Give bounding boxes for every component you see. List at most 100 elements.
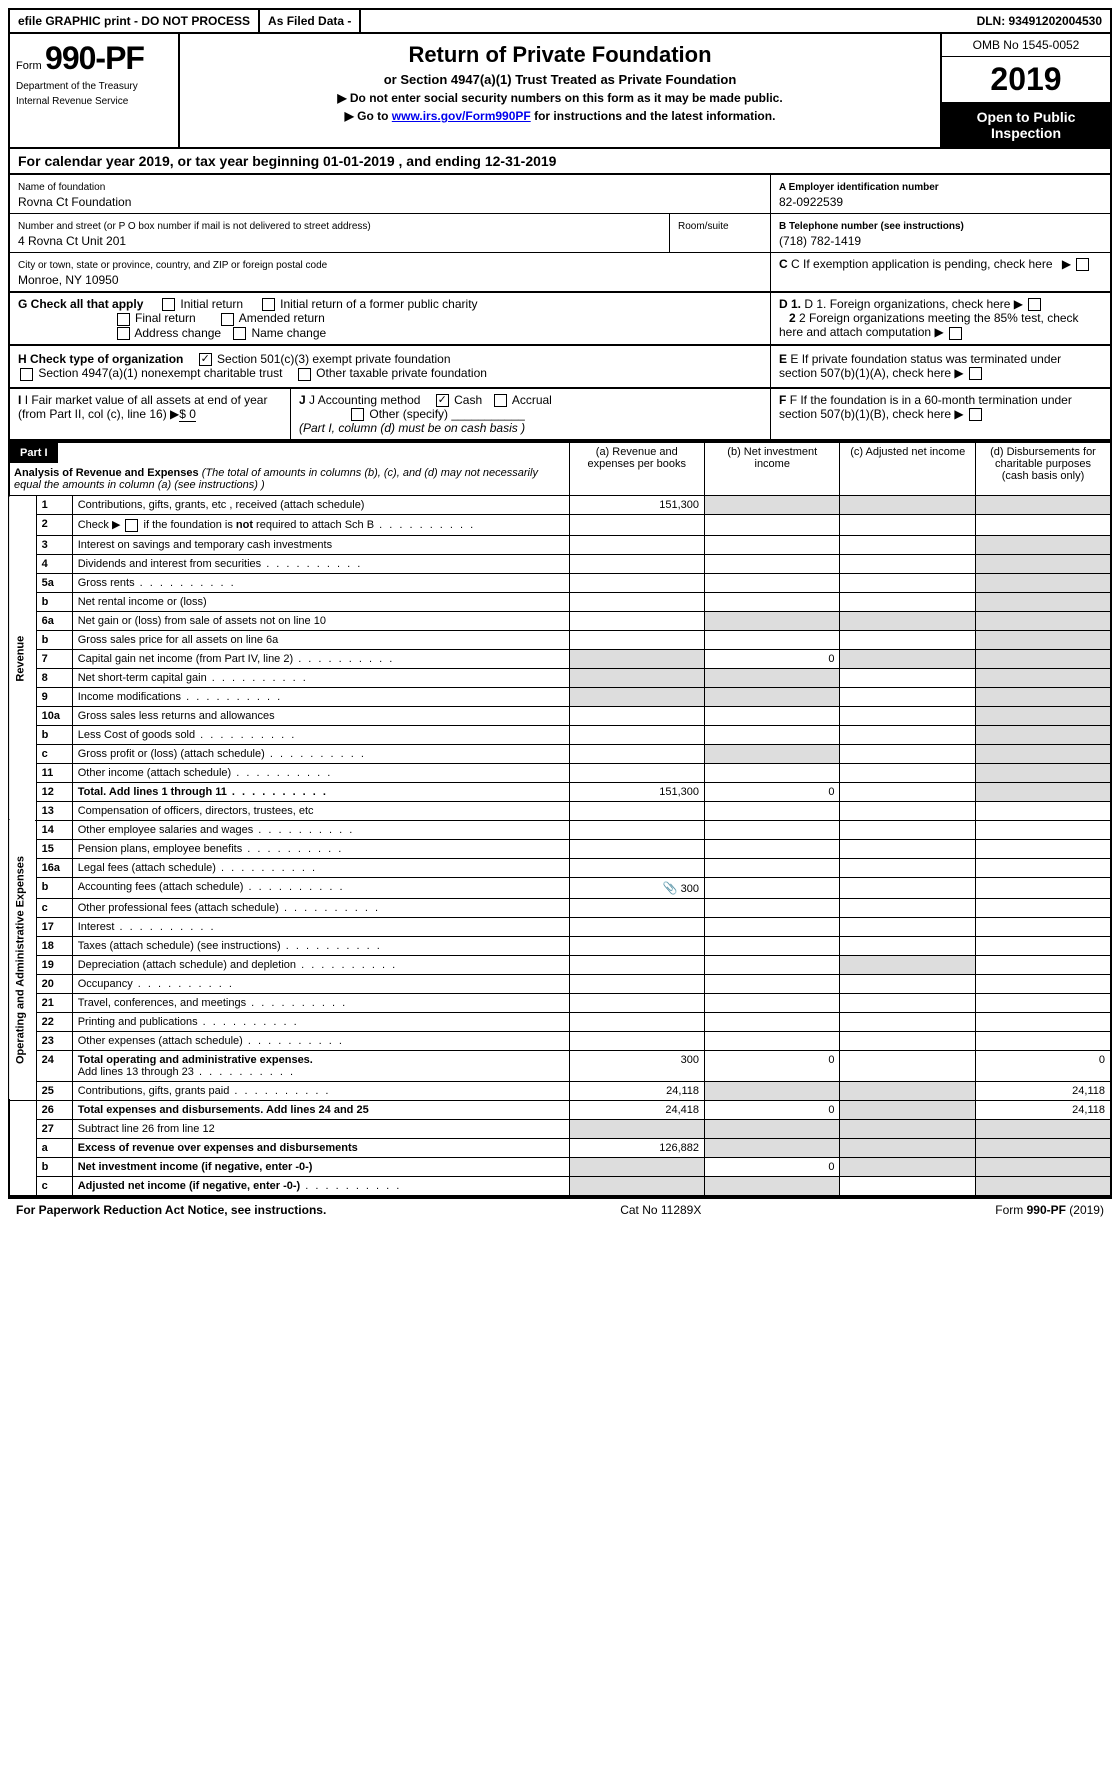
final-checkbox[interactable] <box>117 313 130 326</box>
tel-label: B Telephone number (see instructions) <box>779 221 964 232</box>
h501-checkbox[interactable]: ✓ <box>199 353 212 366</box>
table-row: Revenue 1 Contributions, gifts, grants, … <box>9 496 1111 515</box>
room-label: Room/suite <box>678 221 729 232</box>
table-row: 22Printing and publications <box>9 1012 1111 1031</box>
g-section: G Check all that apply Initial return In… <box>10 293 770 344</box>
table-row: bNet rental income or (loss) <box>9 592 1111 611</box>
table-row: 25Contributions, gifts, grants paid24,11… <box>9 1081 1111 1100</box>
table-row: 5aGross rents <box>9 573 1111 592</box>
d2-checkbox[interactable] <box>949 327 962 340</box>
table-row: bAccounting fees (attach schedule)📎 300 <box>9 877 1111 898</box>
schb-checkbox[interactable] <box>125 519 138 532</box>
other-checkbox[interactable] <box>351 408 364 421</box>
irs-link[interactable]: www.irs.gov/Form990PF <box>392 109 531 123</box>
top-bar: efile GRAPHIC print - DO NOT PROCESS As … <box>8 8 1112 34</box>
table-row: 6aNet gain or (loss) from sale of assets… <box>9 611 1111 630</box>
tel-row: B Telephone number (see instructions) (7… <box>771 214 1110 253</box>
f-checkbox[interactable] <box>969 408 982 421</box>
part-label: Part I <box>10 443 58 463</box>
header-right: OMB No 1545-0052 2019 Open to Public Ins… <box>940 34 1110 147</box>
table-row: 2 Check ▶ if the foundation is not requi… <box>9 515 1111 536</box>
h-section: H Check type of organization ✓ Section 5… <box>8 346 1112 389</box>
cash-checkbox[interactable]: ✓ <box>436 394 449 407</box>
c-checkbox[interactable] <box>1076 258 1089 271</box>
header-notice1: ▶ Do not enter social security numbers o… <box>188 91 932 105</box>
expenses-label: Operating and Administrative Expenses <box>9 820 36 1100</box>
e-checkbox[interactable] <box>969 367 982 380</box>
attach-icon[interactable]: 📎 <box>663 881 678 895</box>
header-section: Form 990-PF Department of the Treasury I… <box>8 34 1112 149</box>
table-row: 7Capital gain net income (from Part IV, … <box>9 649 1111 668</box>
room-cell: Room/suite <box>670 214 770 252</box>
calendar-year-row: For calendar year 2019, or tax year begi… <box>8 149 1112 175</box>
table-row: 19Depreciation (attach schedule) and dep… <box>9 955 1111 974</box>
g-d-section: G Check all that apply Initial return In… <box>8 293 1112 346</box>
name-label: Name of foundation <box>18 182 105 193</box>
address-row: Number and street (or P O box number if … <box>10 214 770 253</box>
part1-table: Part I Analysis of Revenue and Expenses … <box>8 441 1112 1197</box>
table-row: 15Pension plans, employee benefits <box>9 839 1111 858</box>
form-number: 990-PF <box>45 40 144 76</box>
i-cell: I I Fair market value of all assets at e… <box>10 389 290 440</box>
table-row: aExcess of revenue over expenses and dis… <box>9 1138 1111 1157</box>
col-c-header: (c) Adjusted net income <box>840 442 975 496</box>
h-label: H Check type of organization <box>18 352 183 366</box>
table-row: 26Total expenses and disbursements. Add … <box>9 1100 1111 1119</box>
table-row: 8Net short-term capital gain <box>9 668 1111 687</box>
e-row: E E If private foundation status was ter… <box>770 346 1110 387</box>
dept-label: Department of the Treasury <box>16 81 172 92</box>
omb-label: OMB No 1545-0052 <box>942 34 1110 57</box>
f-cell: F F If the foundation is in a 60-month t… <box>770 389 1110 440</box>
address-cell: Number and street (or P O box number if … <box>10 214 670 252</box>
efile-label: efile GRAPHIC print - DO NOT PROCESS <box>10 10 260 32</box>
g-label: G Check all that apply <box>18 297 143 311</box>
table-row: Operating and Administrative Expenses 14… <box>9 820 1111 839</box>
initial-former-checkbox[interactable] <box>262 298 275 311</box>
h4947-checkbox[interactable] <box>20 368 33 381</box>
arrow-icon: ▶ <box>1062 257 1071 271</box>
table-header-row: Part I Analysis of Revenue and Expenses … <box>9 442 1111 496</box>
table-row: 17Interest <box>9 917 1111 936</box>
top-bar-left: efile GRAPHIC print - DO NOT PROCESS As … <box>10 10 361 32</box>
asfiled-label: As Filed Data - <box>260 10 361 32</box>
amended-checkbox[interactable] <box>221 313 234 326</box>
table-row: 4Dividends and interest from securities <box>9 554 1111 573</box>
city-row: City or town, state or province, country… <box>10 253 770 291</box>
table-row: cAdjusted net income (if negative, enter… <box>9 1176 1111 1196</box>
address-change-checkbox[interactable] <box>117 327 130 340</box>
table-row: 11Other income (attach schedule) <box>9 763 1111 782</box>
table-row: 24Total operating and administrative exp… <box>9 1050 1111 1081</box>
name-change-checkbox[interactable] <box>233 327 246 340</box>
accrual-checkbox[interactable] <box>494 394 507 407</box>
table-row: 3Interest on savings and temporary cash … <box>9 535 1111 554</box>
table-row: bLess Cost of goods sold <box>9 725 1111 744</box>
j-cell: J J Accounting method ✓ Cash Accrual Oth… <box>290 389 770 440</box>
table-row: 23Other expenses (attach schedule) <box>9 1031 1111 1050</box>
col-a-header: (a) Revenue and expenses per books <box>569 442 704 496</box>
table-row: 12Total. Add lines 1 through 11151,3000 <box>9 782 1111 801</box>
info-left: Name of foundation Rovna Ct Foundation N… <box>10 175 770 291</box>
table-row: 20Occupancy <box>9 974 1111 993</box>
foundation-name-row: Name of foundation Rovna Ct Foundation <box>10 175 770 214</box>
info-right: A Employer identification number 82-0922… <box>770 175 1110 291</box>
initial-checkbox[interactable] <box>162 298 175 311</box>
table-row: 13Compensation of officers, directors, t… <box>9 801 1111 820</box>
info-grid: Name of foundation Rovna Ct Foundation N… <box>8 175 1112 293</box>
notice2-suffix: for instructions and the latest informat… <box>531 109 776 123</box>
table-row: 16aLegal fees (attach schedule) <box>9 858 1111 877</box>
ein-row: A Employer identification number 82-0922… <box>771 175 1110 214</box>
part1-header: Part I Analysis of Revenue and Expenses … <box>9 442 569 496</box>
table-row: bNet investment income (if negative, ent… <box>9 1157 1111 1176</box>
d-e-section: D 1. D 1. Foreign organizations, check h… <box>770 293 1110 344</box>
table-row: 21Travel, conferences, and meetings <box>9 993 1111 1012</box>
footer: For Paperwork Reduction Act Notice, see … <box>8 1197 1112 1221</box>
table-row: 9Income modifications <box>9 687 1111 706</box>
g-row: G Check all that apply Initial return In… <box>10 293 770 344</box>
table-row: 10aGross sales less returns and allowanc… <box>9 706 1111 725</box>
d1-checkbox[interactable] <box>1028 298 1041 311</box>
table-row: 18Taxes (attach schedule) (see instructi… <box>9 936 1111 955</box>
hother-checkbox[interactable] <box>298 368 311 381</box>
ein-value: 82-0922539 <box>779 195 1102 209</box>
footer-right: Form 990-PF (2019) <box>995 1203 1104 1217</box>
dln-label: DLN: 93491202004530 <box>969 10 1110 32</box>
